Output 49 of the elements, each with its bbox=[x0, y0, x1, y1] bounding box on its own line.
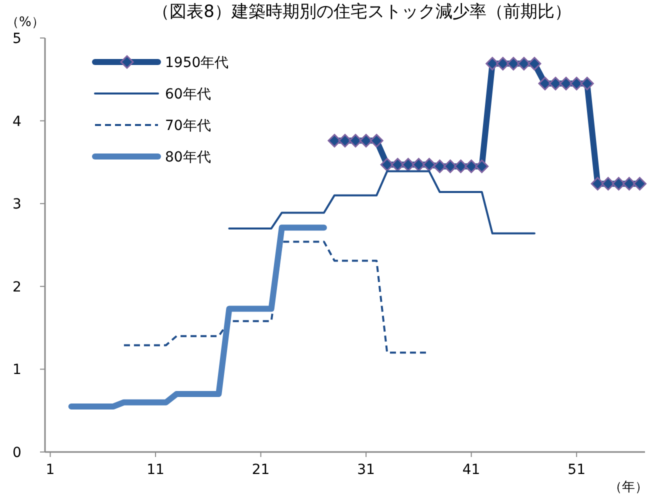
point bbox=[401, 158, 415, 172]
x-tick-label: 1 bbox=[46, 462, 55, 478]
ylabel: （%） bbox=[6, 15, 44, 30]
point bbox=[486, 56, 500, 70]
point bbox=[370, 134, 384, 148]
point bbox=[412, 158, 426, 172]
point bbox=[548, 76, 562, 90]
point bbox=[538, 76, 552, 90]
point bbox=[328, 134, 342, 148]
point bbox=[570, 76, 584, 90]
point bbox=[559, 76, 573, 90]
y-tick-label: 3 bbox=[12, 196, 22, 213]
y-tick-label: 4 bbox=[12, 114, 22, 130]
title: （図表8）建築時期別の住宅ストック減少率（前期比） bbox=[152, 2, 572, 22]
point bbox=[390, 158, 404, 172]
point bbox=[580, 76, 594, 90]
xlabel: （年） bbox=[609, 480, 648, 495]
y-tick-label: 5 bbox=[12, 31, 22, 47]
x-tick-label: 21 bbox=[252, 462, 270, 478]
point bbox=[348, 134, 362, 148]
point bbox=[422, 158, 436, 172]
point bbox=[517, 56, 531, 70]
legend-label: 70年代 bbox=[165, 118, 211, 134]
point bbox=[632, 176, 646, 190]
legend-label: 80年代 bbox=[165, 150, 211, 166]
point bbox=[601, 176, 615, 190]
x-tick-label: 51 bbox=[568, 462, 586, 478]
point bbox=[475, 160, 489, 174]
y-tick-label: 0 bbox=[12, 445, 22, 461]
x-tick-label: 11 bbox=[146, 462, 164, 478]
point bbox=[338, 134, 352, 148]
point bbox=[432, 160, 446, 174]
y-tick-label: 1 bbox=[12, 362, 22, 378]
y-tick-label: 2 bbox=[12, 279, 22, 296]
point bbox=[622, 176, 636, 190]
x-tick-label: 31 bbox=[357, 462, 375, 478]
x-tick-label: 41 bbox=[462, 462, 480, 478]
point bbox=[612, 176, 626, 190]
point bbox=[454, 160, 468, 174]
point bbox=[590, 176, 604, 190]
point bbox=[359, 134, 373, 148]
legend-label: 1950年代 bbox=[165, 55, 229, 71]
point bbox=[496, 56, 510, 70]
point bbox=[380, 158, 394, 172]
point bbox=[444, 160, 458, 174]
point bbox=[528, 56, 542, 70]
point bbox=[506, 56, 520, 70]
legend-label: 60年代 bbox=[165, 86, 211, 102]
point bbox=[464, 160, 478, 174]
